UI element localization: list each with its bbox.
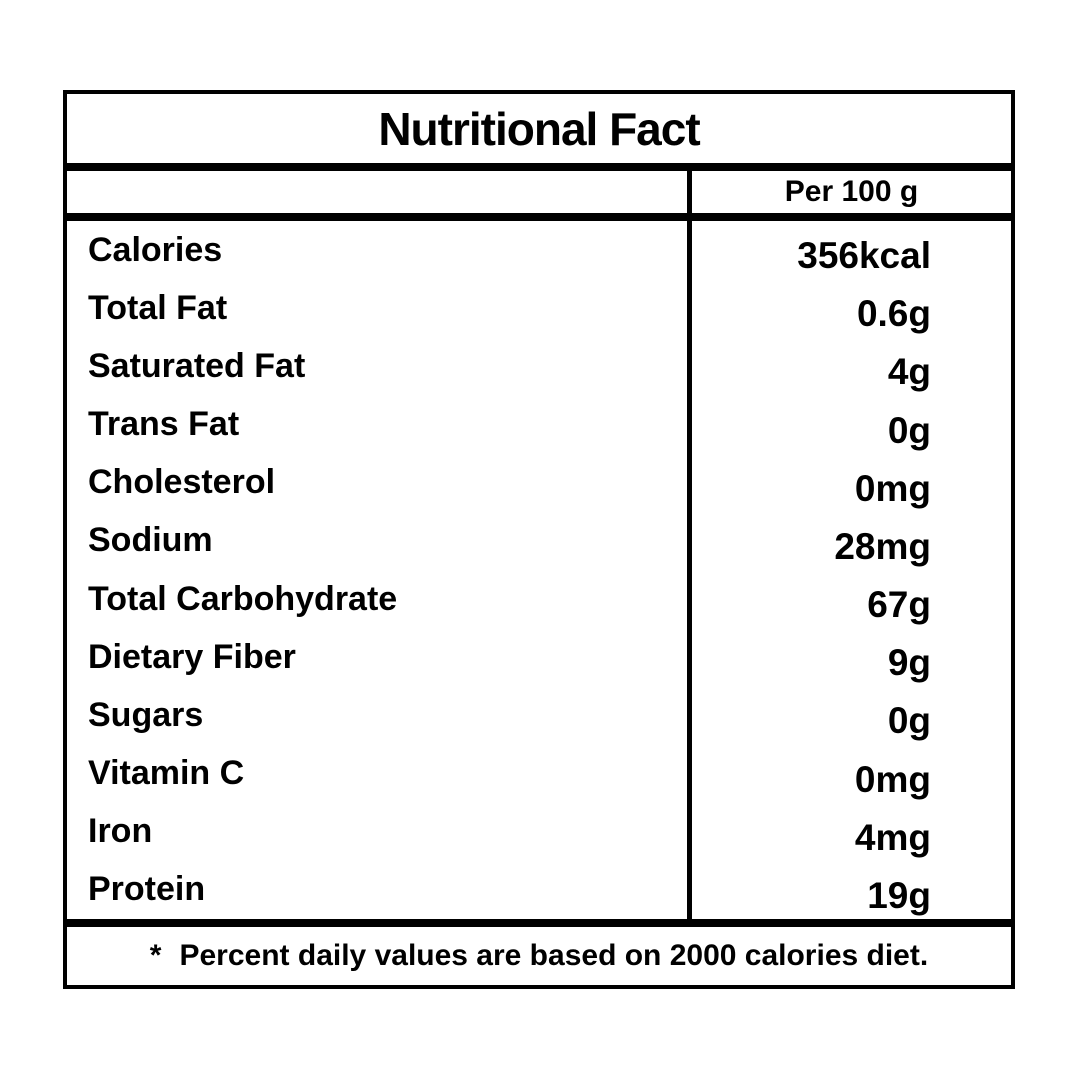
value-text: 4mg bbox=[854, 816, 931, 858]
footnote-bar: * Percent daily values are based on 2000… bbox=[63, 923, 1015, 989]
nutrient-name-column: Calories Total Fat Saturated Fat Trans F… bbox=[67, 221, 687, 919]
row-value-sodium: 28mg bbox=[692, 512, 931, 570]
value-text: 9g bbox=[887, 642, 931, 684]
row-label-sugars: Sugars bbox=[88, 695, 204, 734]
footnote-asterisk: * bbox=[149, 939, 162, 972]
value-text: 0g bbox=[887, 700, 931, 742]
serving-size-header-cell: Per 100 g bbox=[687, 171, 1011, 213]
row-label-trans-fat: Trans Fat bbox=[88, 405, 240, 444]
value-text: 19g bbox=[867, 874, 931, 916]
serving-size-label: Per 100 g bbox=[784, 175, 919, 208]
row-label-total-fat: Total Fat bbox=[88, 288, 228, 327]
footnote-text: Percent daily values are based on 2000 c… bbox=[179, 939, 929, 972]
row-value-sugars: 0g bbox=[692, 686, 931, 744]
row-value-total-carbohydrate: 67g bbox=[692, 570, 931, 628]
row-value-saturated-fat: 4g bbox=[692, 337, 931, 395]
value-text: 0mg bbox=[854, 467, 931, 509]
row-label-saturated-fat: Saturated Fat bbox=[88, 346, 306, 385]
row-label-iron: Iron bbox=[88, 812, 153, 851]
nutrient-table-body: Calories Total Fat Saturated Fat Trans F… bbox=[63, 217, 1015, 923]
value-text: 0mg bbox=[854, 758, 931, 800]
value-text: 0.6g bbox=[856, 293, 931, 335]
value-text: 356kcal bbox=[797, 235, 931, 277]
row-value-cholesterol: 0mg bbox=[692, 454, 931, 512]
page-title: Nutritional Fact bbox=[378, 102, 700, 155]
row-value-trans-fat: 0g bbox=[692, 396, 931, 454]
header-empty-cell bbox=[67, 171, 687, 213]
row-label-vitamin-c: Vitamin C bbox=[88, 754, 245, 793]
row-value-iron: 4mg bbox=[692, 803, 931, 861]
row-label-calories: Calories bbox=[88, 230, 223, 269]
row-label-total-carbohydrate: Total Carbohydrate bbox=[88, 579, 398, 618]
nutrient-value-column: 356kcal 0.6g 4g 0g 0mg 28mg 67g 9g 0g 0m… bbox=[687, 221, 1011, 919]
row-label-protein: Protein bbox=[88, 870, 206, 909]
row-value-protein: 19g bbox=[692, 861, 931, 919]
row-label-dietary-fiber: Dietary Fiber bbox=[88, 637, 296, 676]
row-label-sodium: Sodium bbox=[88, 521, 213, 560]
row-value-vitamin-c: 0mg bbox=[692, 745, 931, 803]
column-header-row: Per 100 g bbox=[63, 167, 1015, 217]
value-text: 28mg bbox=[834, 525, 931, 567]
row-value-total-fat: 0.6g bbox=[692, 279, 931, 337]
row-label-cholesterol: Cholesterol bbox=[88, 463, 276, 502]
value-text: 0g bbox=[887, 409, 931, 451]
nutrition-label: Nutritional Fact Per 100 g Calories Tota… bbox=[63, 90, 1015, 989]
title-bar: Nutritional Fact bbox=[63, 90, 1015, 167]
row-value-dietary-fiber: 9g bbox=[692, 628, 931, 686]
value-text: 67g bbox=[867, 584, 931, 626]
row-value-calories: 356kcal bbox=[692, 221, 931, 279]
value-text: 4g bbox=[887, 351, 931, 393]
